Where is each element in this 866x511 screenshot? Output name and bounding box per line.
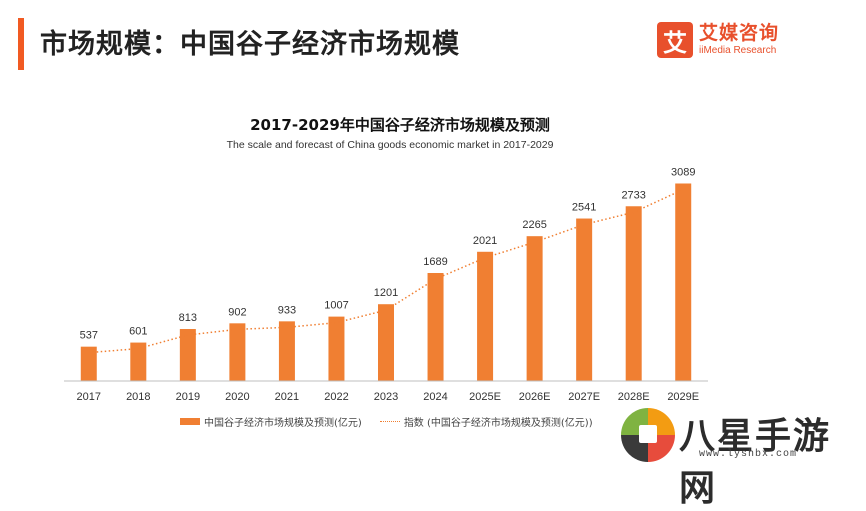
x-tick-label: 2028E <box>618 391 650 403</box>
page-title: 市场规模：中国谷子经济市场规模 <box>40 29 460 60</box>
chart-title: 2017-2029年中国谷子经济市场规模及预测 <box>250 116 550 134</box>
trend-line <box>88 188 684 354</box>
x-tick-label: 2024 <box>423 391 447 403</box>
bar <box>278 321 295 381</box>
bar <box>675 183 692 381</box>
bar <box>80 346 97 381</box>
x-tick-label: 2019 <box>176 391 200 403</box>
data-label: 3089 <box>671 166 695 178</box>
bar <box>130 342 147 381</box>
bar <box>427 273 444 381</box>
x-tick-label: 2018 <box>126 391 150 403</box>
data-label: 537 <box>80 330 98 342</box>
data-label: 2021 <box>473 235 497 247</box>
legend-bar-label: 中国谷子经济市场规模及预测(亿元) <box>204 418 362 429</box>
x-tick-label: 2023 <box>374 391 398 403</box>
data-label: 902 <box>228 306 246 318</box>
logo-name-en: iiMedia Research <box>699 45 777 56</box>
x-tick-label: 2020 <box>225 391 249 403</box>
logo-mark: 艾 <box>657 22 693 58</box>
x-tick-label: 2029E <box>667 391 699 403</box>
legend-bar-swatch <box>180 418 200 425</box>
data-label: 813 <box>179 312 197 324</box>
bar <box>526 236 543 381</box>
bar <box>625 206 642 381</box>
data-label: 2265 <box>522 219 546 231</box>
house-icon <box>639 425 657 443</box>
bar <box>576 218 593 381</box>
title-accent-bar <box>18 18 24 70</box>
x-tick-label: 2027E <box>568 391 600 403</box>
data-label: 1007 <box>324 300 348 312</box>
bar <box>229 323 246 381</box>
bar <box>477 251 494 381</box>
data-label: 1201 <box>374 287 398 299</box>
logo-name-cn: 艾媒咨询 <box>699 22 780 44</box>
x-tick-label: 2025E <box>469 391 501 403</box>
data-label: 1689 <box>423 256 447 268</box>
data-label: 2733 <box>621 189 645 201</box>
legend-line-label: 指数 (中国谷子经济市场规模及预测(亿元)) <box>403 418 593 429</box>
x-tick-label: 2026E <box>519 391 551 403</box>
bar <box>378 304 394 381</box>
x-tick-label: 2021 <box>275 391 299 403</box>
bar <box>328 316 345 381</box>
site-watermark: 八星手游网 www.lyshbx.com <box>617 405 866 509</box>
iimedia-logo: 艾 艾媒咨询 iiMedia Research <box>657 22 779 58</box>
chart-legend: 中国谷子经济市场规模及预测(亿元) 指数 (中国谷子经济市场规模及预测(亿元)) <box>180 414 593 429</box>
watermark-url: www.lyshbx.com <box>699 449 798 460</box>
x-tick-label: 2022 <box>324 391 348 403</box>
data-label: 601 <box>129 326 147 338</box>
bar <box>179 329 196 381</box>
data-label: 933 <box>278 304 296 316</box>
legend-line-swatch <box>379 421 400 422</box>
chart-subtitle: The scale and forecast of China goods ec… <box>226 139 554 151</box>
x-tick-label: 2017 <box>77 391 101 403</box>
data-label: 2541 <box>572 202 596 214</box>
market-size-chart: 537 601 813 902 933 1007 1201 1689 2021 2265 2541 2… <box>64 166 708 403</box>
